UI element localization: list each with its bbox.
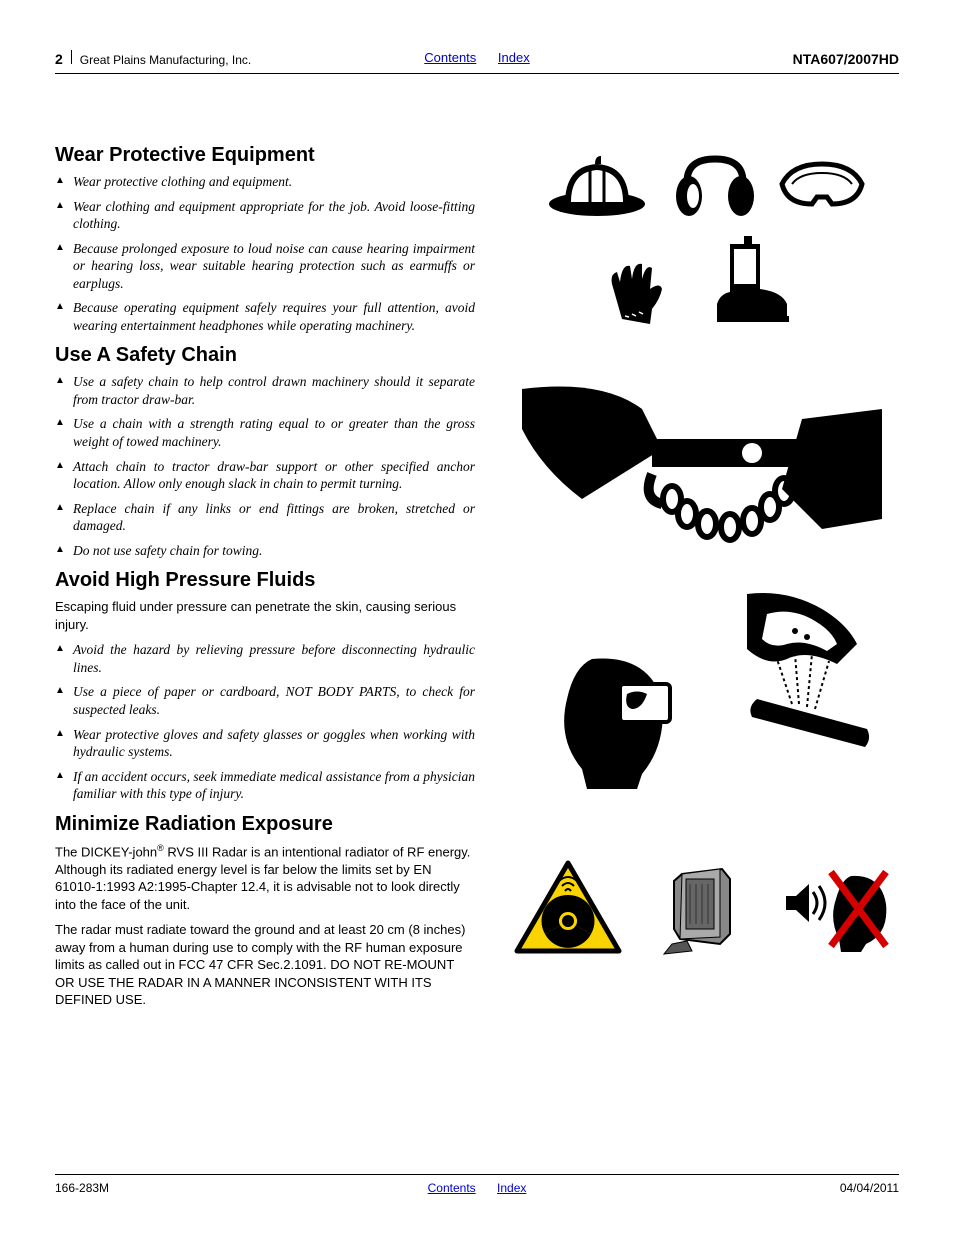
list-item: Attach chain to tractor draw-bar support… bbox=[55, 458, 475, 493]
list-item: Avoid the hazard by relieving pressure b… bbox=[55, 641, 475, 676]
section-title-chain: Use A Safety Chain bbox=[55, 344, 475, 367]
ppe-illustration bbox=[505, 144, 899, 344]
registered-mark: ® bbox=[157, 843, 164, 853]
list-item: Use a piece of paper or cardboard, NOT B… bbox=[55, 683, 475, 718]
page-content: Wear Protective Equipment Wear protectiv… bbox=[55, 144, 899, 1017]
list-item: Wear clothing and equipment appropriate … bbox=[55, 198, 475, 233]
contents-link[interactable]: Contents bbox=[424, 50, 476, 65]
list-item: If an accident occurs, seek immediate me… bbox=[55, 768, 475, 803]
radiation-para1: The DICKEY-john® RVS III Radar is an int… bbox=[55, 842, 475, 914]
ppe-icons bbox=[532, 149, 872, 339]
fluids-illustration bbox=[505, 589, 899, 789]
doc-date: 04/04/2011 bbox=[840, 1181, 899, 1195]
header-divider bbox=[71, 50, 72, 64]
radiation-warning-icon bbox=[513, 859, 623, 959]
page-number: 2 bbox=[55, 51, 63, 67]
section-title-ppe: Wear Protective Equipment bbox=[55, 144, 475, 167]
doc-number: 166-283M bbox=[55, 1181, 109, 1195]
list-item: Use a chain with a strength rating equal… bbox=[55, 415, 475, 450]
safety-chain-illustration bbox=[505, 369, 899, 569]
list-item: Do not use safety chain for towing. bbox=[55, 542, 475, 560]
ppe-bullets: Wear protective clothing and equipment. … bbox=[55, 173, 475, 334]
list-item: Wear protective clothing and equipment. bbox=[55, 173, 475, 191]
section-title-fluids: Avoid High Pressure Fluids bbox=[55, 569, 475, 592]
fluids-bullets: Avoid the hazard by relieving pressure b… bbox=[55, 641, 475, 802]
no-direct-look-icon bbox=[781, 864, 891, 954]
section-title-radiation: Minimize Radiation Exposure bbox=[55, 813, 475, 836]
list-item: Use a safety chain to help control drawn… bbox=[55, 373, 475, 408]
fluids-intro: Escaping fluid under pressure can penetr… bbox=[55, 598, 475, 633]
index-link[interactable]: Index bbox=[498, 50, 530, 65]
fluids-icons bbox=[532, 589, 872, 789]
list-item: Wear protective gloves and safety glasse… bbox=[55, 726, 475, 761]
radiation-illustration bbox=[505, 839, 899, 979]
company-name: Great Plains Manufacturing, Inc. bbox=[80, 53, 251, 67]
illustration-column bbox=[505, 144, 899, 1017]
footer-nav: Contents Index bbox=[428, 1181, 527, 1195]
model-number: NTA607/2007HD bbox=[793, 51, 899, 67]
radar-unit-icon bbox=[652, 859, 752, 959]
text-column: Wear Protective Equipment Wear protectiv… bbox=[55, 144, 475, 1017]
radiation-para2: The radar must radiate toward the ground… bbox=[55, 921, 475, 1009]
header-nav: Contents Index bbox=[424, 50, 529, 65]
page-footer: 166-283M Contents Index 04/04/2011 bbox=[55, 1174, 899, 1195]
chain-bullets: Use a safety chain to help control drawn… bbox=[55, 373, 475, 559]
page-header: 2 Great Plains Manufacturing, Inc. Conte… bbox=[55, 50, 899, 74]
chain-icon bbox=[522, 369, 882, 569]
contents-link-footer[interactable]: Contents bbox=[428, 1181, 476, 1195]
list-item: Replace chain if any links or end fittin… bbox=[55, 500, 475, 535]
list-item: Because prolonged exposure to loud noise… bbox=[55, 240, 475, 293]
index-link-footer[interactable]: Index bbox=[497, 1181, 526, 1195]
list-item: Because operating equipment safely requi… bbox=[55, 299, 475, 334]
para1a: The DICKEY-john bbox=[55, 844, 157, 859]
